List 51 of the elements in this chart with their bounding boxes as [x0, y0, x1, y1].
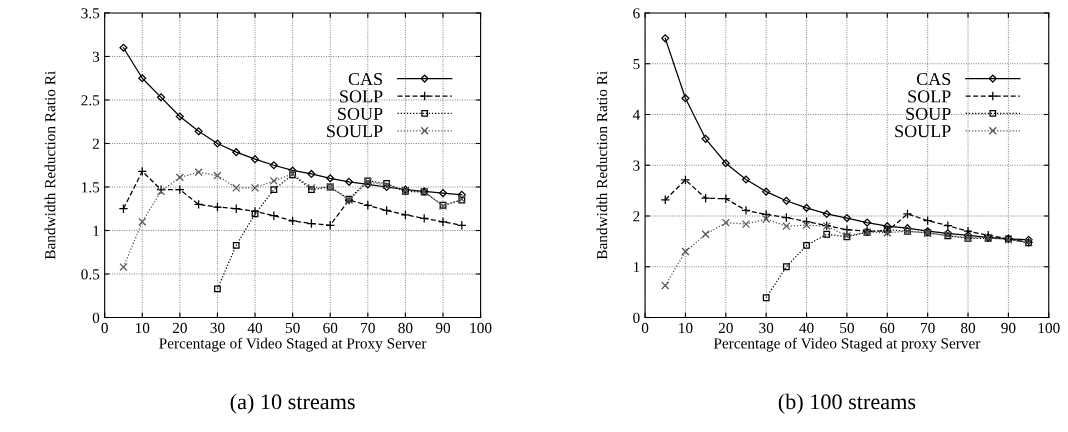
- y-tick-label: 1.5: [82, 182, 100, 193]
- x-tick-label: 0: [641, 322, 649, 334]
- y-tick-label: 3: [92, 51, 100, 62]
- y-tick-label: 1: [93, 225, 99, 236]
- y-tick-label: 3.5: [81, 8, 100, 19]
- x-tick-label: 0: [101, 322, 108, 334]
- x-tick-label: 30: [759, 322, 774, 334]
- x-tick-label: 90: [435, 322, 451, 334]
- legend-label: CAS: [916, 72, 951, 86]
- legend-label: SOUP: [906, 107, 951, 120]
- x-tick-label: 80: [398, 322, 413, 334]
- x-tick-label: 60: [880, 322, 895, 334]
- y-tick-label: 2: [92, 138, 99, 149]
- text: (a) 10 streams: [230, 393, 355, 414]
- legend-label: CAS: [348, 72, 382, 86]
- x-tick-label: 20: [172, 322, 187, 334]
- x-tick-label: 50: [840, 322, 854, 334]
- x-tick-label: 90: [1001, 322, 1016, 334]
- y-axis-title: Bandwidth Reduction Ratio Ri: [44, 71, 56, 260]
- y-tick-label: 5: [633, 59, 640, 70]
- y-tick-label: 6: [633, 8, 640, 19]
- legend-label: SOLP: [340, 90, 383, 103]
- legend-label: SOULP: [895, 125, 951, 138]
- x-tick-label: 20: [718, 322, 733, 334]
- y-axis-title: Bandwidth Reduction Ratio Ri: [596, 71, 608, 260]
- y-tick-label: 0: [92, 312, 100, 323]
- x-tick-label: 70: [921, 322, 935, 334]
- y-tick-label: 3: [633, 160, 640, 171]
- x-axis-title: Percentage of Video Staged at proxy Server: [713, 337, 981, 352]
- y-tick-label: 4: [632, 109, 640, 120]
- legend-label: SOLP: [908, 90, 951, 103]
- x-tick-label: 100: [470, 322, 492, 334]
- x-tick-label: 40: [247, 322, 263, 334]
- x-tick-label: 50: [285, 322, 300, 334]
- y-tick-label: 2.5: [81, 95, 100, 106]
- x-tick-label: 30: [210, 322, 225, 334]
- x-tick-label: 80: [960, 322, 976, 334]
- y-tick-label: 2: [633, 211, 640, 222]
- x-tick-label: 10: [679, 322, 693, 334]
- x-axis-title: Percentage of Video Staged at Proxy Server: [159, 337, 427, 352]
- y-tick-label: 1: [633, 261, 640, 273]
- x-tick-label: 60: [323, 322, 338, 334]
- legend-label: SOULP: [327, 125, 383, 138]
- y-tick-label: 0.5: [81, 269, 100, 280]
- legend-label: SOUP: [338, 107, 383, 120]
- x-tick-label: 70: [361, 322, 375, 334]
- y-tick-label: 0: [633, 312, 640, 323]
- x-tick-label: 100: [1038, 322, 1060, 334]
- text: (b) 100 streams: [778, 393, 916, 414]
- x-tick-label: 10: [135, 322, 150, 334]
- x-tick-label: 40: [799, 322, 814, 334]
